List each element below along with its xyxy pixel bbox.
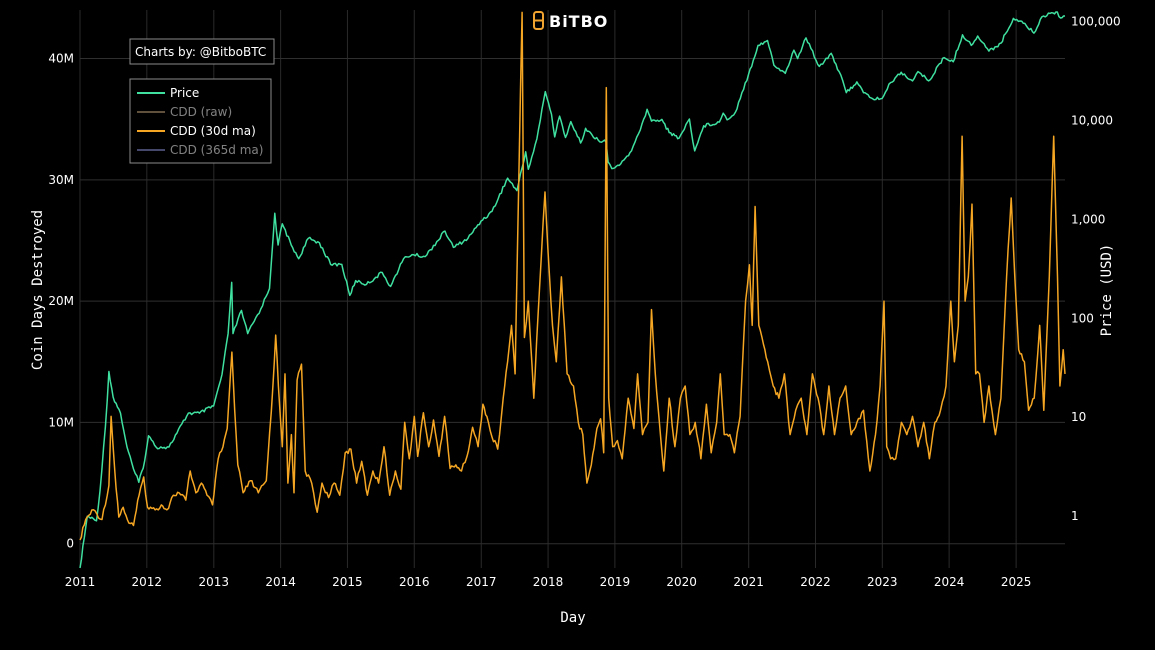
x-tick-label: 2014 xyxy=(265,575,296,589)
x-tick-label: 2013 xyxy=(199,575,230,589)
brand-name: BiTBO xyxy=(549,12,608,31)
x-tick-label: 2019 xyxy=(600,575,631,589)
x-axis-title: Day xyxy=(560,610,585,626)
y-tick-label: 10M xyxy=(48,415,74,429)
x-axis-ticks: 2011 2012 2013 2014 2015 2016 2017 2018 2019 2020… xyxy=(65,575,1032,589)
x-tick-label: 2020 xyxy=(666,575,697,589)
credit-text: Charts by: @BitboBTC xyxy=(135,45,266,59)
y2-tick-label: 1,000 xyxy=(1071,212,1105,226)
y2-tick-label: 1 xyxy=(1071,509,1079,523)
y-tick-label: 0 xyxy=(66,537,74,551)
left-axis-ticks: 0 10M 20M 30M 40M xyxy=(48,52,74,551)
legend-item-label[interactable]: CDD (30d ma) xyxy=(170,124,256,138)
x-tick-label: 2017 xyxy=(466,575,497,589)
series-line-price xyxy=(79,11,1065,569)
right-axis-ticks: 1 10 100 1,000 10,000 100,000 xyxy=(1071,14,1121,523)
grid-lines xyxy=(79,10,1065,568)
legend-item-label[interactable]: CDD (365d ma) xyxy=(170,143,263,157)
x-tick-label: 2025 xyxy=(1001,575,1032,589)
legend: Price CDD (raw) CDD (30d ma) CDD (365d ma) xyxy=(129,78,272,164)
series-line-cdd-30d-ma xyxy=(79,11,1066,541)
x-tick-label: 2018 xyxy=(533,575,564,589)
y-axis-title: Coin Days Destroyed xyxy=(30,210,46,370)
x-tick-label: 2021 xyxy=(733,575,764,589)
bitbo-logo-icon xyxy=(533,11,544,30)
y2-tick-label: 10 xyxy=(1071,410,1086,424)
x-tick-label: 2024 xyxy=(934,575,965,589)
x-tick-label: 2015 xyxy=(332,575,363,589)
series-lines xyxy=(79,11,1066,569)
legend-item-label[interactable]: Price xyxy=(170,86,199,100)
x-tick-label: 2022 xyxy=(800,575,831,589)
credit-box: Charts by: @BitboBTC xyxy=(129,38,275,65)
y2-tick-label: 100,000 xyxy=(1071,14,1121,28)
x-tick-label: 2011 xyxy=(65,575,96,589)
y-tick-label: 20M xyxy=(48,294,74,308)
y-tick-label: 30M xyxy=(48,173,74,187)
x-tick-label: 2023 xyxy=(867,575,898,589)
y2-tick-label: 10,000 xyxy=(1071,113,1113,127)
y2-axis-title: Price (USD) xyxy=(1099,244,1115,337)
y2-tick-label: 100 xyxy=(1071,311,1094,325)
y-tick-label: 40M xyxy=(48,52,74,66)
x-tick-label: 2016 xyxy=(399,575,430,589)
legend-item-label[interactable]: CDD (raw) xyxy=(170,105,232,119)
brand-logo: BiTBO xyxy=(533,11,608,31)
x-tick-label: 2012 xyxy=(132,575,163,589)
